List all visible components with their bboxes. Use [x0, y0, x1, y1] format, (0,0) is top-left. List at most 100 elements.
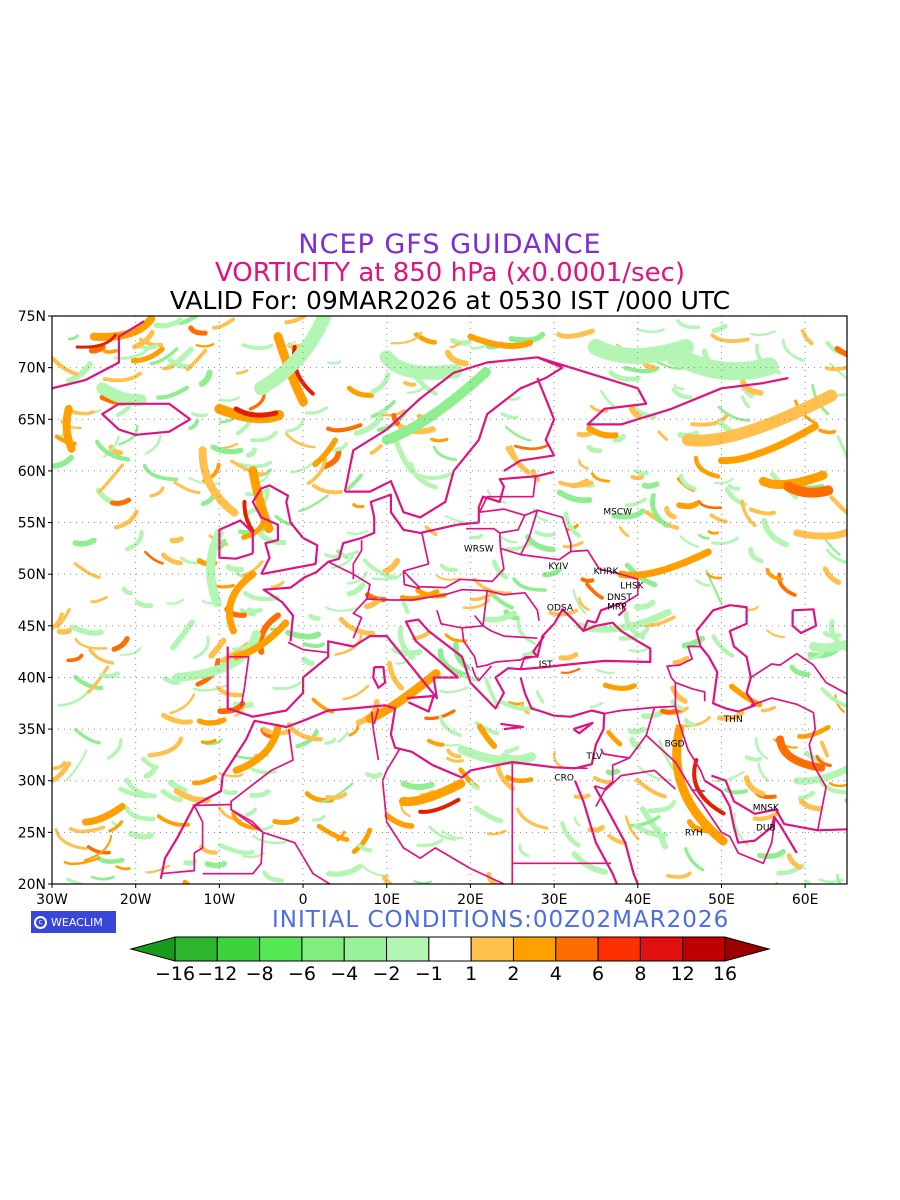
- negative-vorticity-streak: [534, 530, 556, 538]
- vorticity-band: [291, 344, 315, 396]
- lat-label: 60N: [18, 464, 46, 480]
- positive-vorticity-streak: [630, 474, 645, 481]
- negative-vorticity-streak: [633, 599, 656, 610]
- country-border: [381, 749, 505, 884]
- positive-vorticity-streak: [382, 557, 401, 575]
- positive-vorticity-streak: [169, 693, 196, 715]
- coastline: [572, 721, 594, 735]
- lon-label: 20W: [120, 892, 152, 908]
- negative-vorticity-streak: [676, 319, 700, 330]
- positive-vorticity-streak: [562, 540, 584, 549]
- negative-vorticity-streak: [257, 530, 287, 546]
- negative-vorticity-streak: [204, 860, 227, 869]
- negative-vorticity-streak: [710, 536, 739, 546]
- negative-vorticity-streak: [535, 690, 545, 704]
- positive-vorticity-streak: [707, 530, 719, 535]
- colorbar-label: −4: [330, 963, 358, 985]
- positive-vorticity-streak: [284, 432, 316, 449]
- negative-vorticity-streak: [290, 458, 318, 474]
- lon-label: 40E: [624, 892, 651, 908]
- positive-vorticity-streak: [326, 423, 363, 433]
- vorticity-band: [398, 779, 466, 807]
- negative-vorticity-streak: [113, 348, 149, 360]
- positive-vorticity-streak: [766, 629, 786, 639]
- positive-vorticity-streak: [130, 346, 165, 364]
- vorticity-band: [81, 802, 126, 826]
- negative-vorticity-streak: [740, 395, 751, 409]
- negative-vorticity-streak: [393, 438, 415, 474]
- negative-vorticity-streak: [141, 756, 159, 770]
- negative-vorticity-streak: [670, 699, 684, 711]
- negative-vorticity-streak: [272, 680, 304, 691]
- negative-vorticity-streak: [532, 507, 549, 523]
- negative-vorticity-streak: [789, 664, 811, 678]
- coastline: [343, 356, 564, 519]
- vorticity-band: [717, 422, 819, 465]
- coastline: [159, 677, 606, 880]
- colorbar-label: −1: [415, 963, 443, 985]
- positive-vorticity-streak: [108, 444, 124, 456]
- positive-vorticity-streak: [748, 507, 776, 516]
- negative-vorticity-streak: [118, 424, 139, 446]
- negative-vorticity-streak: [106, 737, 123, 760]
- positive-vorticity-streak: [386, 660, 405, 691]
- negative-vorticity-streak: [249, 430, 278, 443]
- negative-vorticity-streak: [346, 530, 369, 536]
- country-border: [554, 766, 588, 770]
- country-border: [478, 475, 539, 555]
- positive-vorticity-streak: [752, 810, 780, 822]
- vorticity-band: [232, 619, 290, 661]
- city-label: RYH: [685, 828, 703, 838]
- positive-vorticity-streak: [364, 597, 382, 610]
- initial-conditions: INITIAL CONDITIONS:00Z02MAR2026: [272, 907, 730, 933]
- negative-vorticity-streak: [96, 855, 125, 864]
- positive-vorticity-streak: [819, 740, 830, 758]
- lat-label: 25N: [18, 825, 46, 841]
- colorbar-label: 8: [634, 963, 646, 985]
- colorbar-label: 12: [671, 963, 695, 985]
- positive-vorticity-streak: [800, 328, 814, 346]
- negative-vorticity-streak: [634, 468, 649, 476]
- positive-vorticity-streak: [113, 509, 139, 530]
- negative-vorticity-streak: [438, 715, 463, 738]
- negative-vorticity-streak: [356, 842, 373, 853]
- positive-vorticity-streak: [352, 502, 365, 509]
- negative-vorticity-streak: [647, 799, 677, 813]
- positive-vorticity-streak: [486, 829, 507, 836]
- negative-vorticity-streak: [818, 878, 845, 884]
- positive-vorticity-streak: [558, 652, 579, 661]
- positive-vorticity-streak: [241, 560, 264, 577]
- positive-vorticity-streak: [660, 707, 683, 715]
- positive-vorticity-streak: [306, 457, 328, 486]
- positive-vorticity-streak: [200, 738, 217, 745]
- colorbar-swatch: [682, 936, 726, 962]
- negative-vorticity-streak: [149, 347, 179, 366]
- positive-vorticity-streak: [740, 379, 764, 396]
- negative-vorticity-streak: [312, 814, 326, 822]
- grid-lines: [52, 316, 847, 884]
- negative-vorticity-streak: [241, 343, 274, 350]
- positive-vorticity-streak: [624, 815, 640, 841]
- negative-vorticity-streak: [586, 444, 603, 454]
- negative-vorticity-streak: [612, 433, 626, 443]
- vorticity-band: [682, 389, 838, 447]
- positive-vorticity-streak: [743, 775, 766, 797]
- negative-vorticity-streak: [160, 788, 183, 803]
- negative-vorticity-streak: [469, 533, 484, 540]
- negative-vorticity-streak: [781, 338, 805, 362]
- negative-vorticity-streak: [844, 797, 847, 805]
- coastline: [101, 402, 192, 436]
- negative-vorticity-streak: [504, 745, 520, 754]
- negative-vorticity-streak: [627, 726, 646, 735]
- lat-label: 75N: [18, 309, 46, 325]
- negative-vorticity-streak: [684, 847, 705, 872]
- colorbar-label: 2: [507, 963, 519, 985]
- negative-vorticity-streak: [504, 425, 532, 442]
- negative-vorticity-streak: [65, 749, 88, 782]
- city-label: THN: [723, 715, 743, 725]
- vorticity-band: [248, 466, 274, 534]
- colorbar-label: −6: [288, 963, 316, 985]
- negative-vorticity-streak: [744, 755, 763, 762]
- negative-vorticity-streak: [508, 331, 546, 344]
